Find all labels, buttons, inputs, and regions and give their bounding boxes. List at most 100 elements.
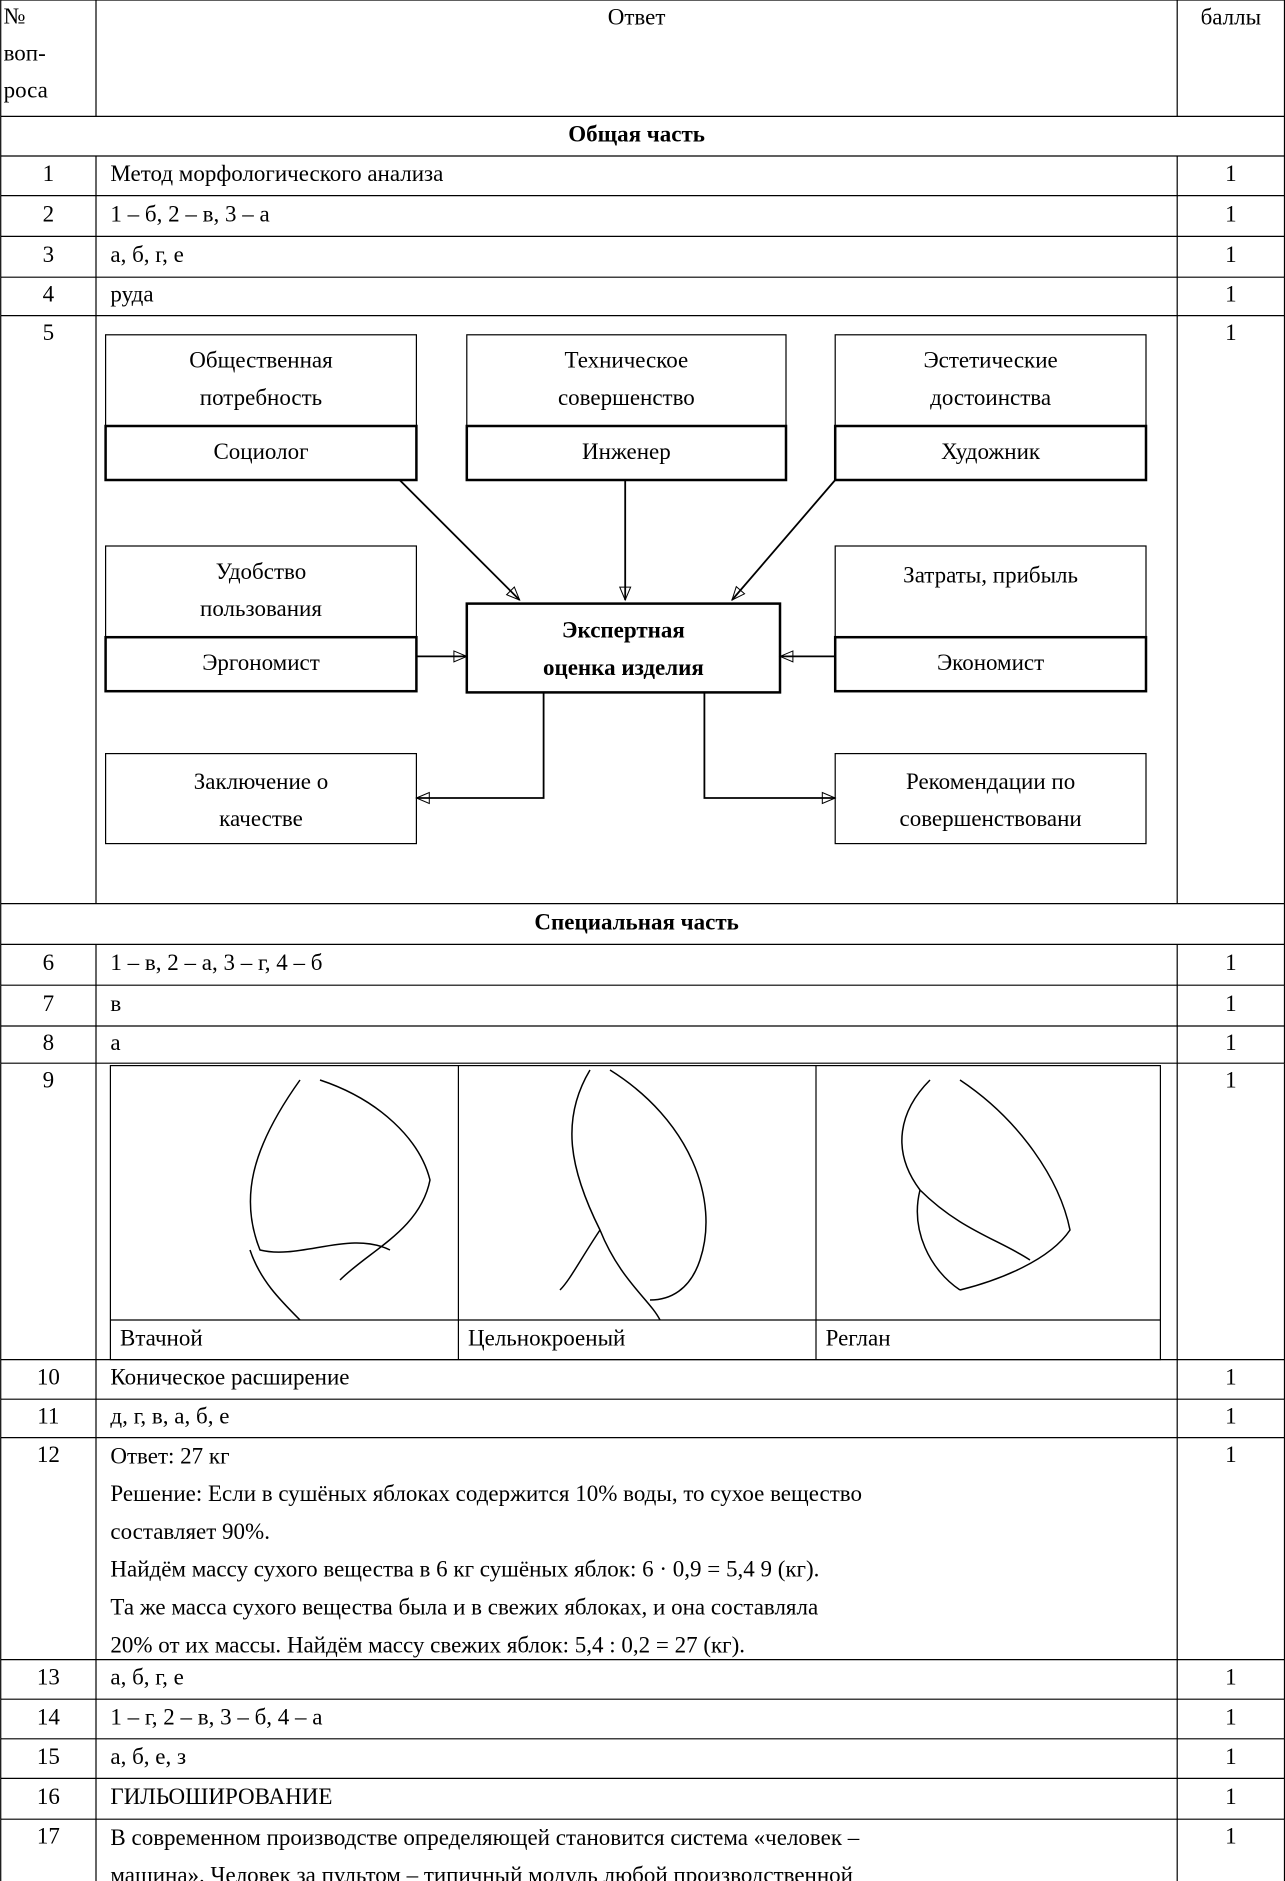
text: пользования (200, 596, 322, 621)
role-box (833, 635, 1148, 693)
sleeve-sketches (249, 1069, 1071, 1321)
text: Заключение о (194, 769, 329, 794)
text: 4 (43, 282, 55, 307)
text: 1 (1225, 950, 1237, 975)
role-box (104, 635, 418, 693)
text: 1 (1225, 1365, 1237, 1390)
text: 5 (43, 320, 55, 345)
text: Решение: Если в сушёных яблоках содержит… (110, 1481, 862, 1506)
text: роса (4, 78, 48, 103)
text: 10 (37, 1365, 60, 1390)
text: 6 (43, 950, 55, 975)
text: 1 (43, 161, 55, 186)
arrow (416, 692, 545, 799)
text: 2 (43, 201, 55, 226)
arrow (398, 479, 521, 601)
text: Метод морфологического анализа (110, 161, 443, 186)
text: Цельнокроеный (468, 1326, 625, 1351)
text: 1 (1225, 201, 1237, 226)
text: Затраты, прибыль (903, 562, 1078, 587)
text: качестве (219, 806, 303, 831)
text: оценка изделия (543, 655, 704, 680)
text: 1 (1225, 1744, 1237, 1769)
text: совершенство (558, 385, 695, 410)
text: 1 – б, 2 – в, 3 – а (110, 201, 269, 226)
arrow-head (618, 586, 632, 602)
text: 17 (37, 1824, 60, 1849)
text: 1 (1225, 1665, 1237, 1690)
text: 1 (1225, 1404, 1237, 1429)
text: 1 (1225, 161, 1237, 186)
arrow-head (821, 791, 837, 805)
text: баллы (1201, 4, 1262, 29)
text: а, б, е, з (110, 1744, 186, 1769)
arrow-head (453, 650, 469, 663)
text: Техническое (565, 348, 689, 373)
text: Ответ: 27 кг (110, 1443, 229, 1468)
role-box (104, 424, 418, 482)
text: 14 (37, 1704, 61, 1729)
text: руда (110, 282, 153, 307)
arrow (731, 479, 836, 601)
text: 1 (1225, 991, 1237, 1016)
text: Инженер (582, 439, 671, 464)
sleeve-sketch (559, 1069, 707, 1321)
text: Специальная часть (534, 909, 738, 934)
center-box (465, 602, 782, 694)
text: 1 (1225, 1442, 1237, 1467)
text: 1 (1225, 1704, 1237, 1729)
text: 1 (1225, 320, 1237, 345)
text: 7 (43, 991, 55, 1016)
text: 1 (1225, 1030, 1237, 1055)
text: д, г, в, а, б, е (110, 1404, 229, 1429)
text: Эргономист (202, 650, 320, 675)
text: Удобство (216, 559, 306, 584)
text: а, б, г, е (110, 1665, 183, 1690)
criterion-box (834, 545, 1147, 638)
sleeve-table (109, 1064, 1162, 1361)
text: 11 (37, 1404, 59, 1429)
text: № (4, 3, 26, 28)
text: совершенствовани (899, 806, 1081, 831)
role-box (465, 424, 788, 482)
text: машина». Человек за пультом – типичный м… (110, 1863, 853, 1881)
role-box (833, 424, 1148, 482)
text: 1 (1225, 242, 1237, 267)
arrow-head (778, 650, 794, 663)
text: 13 (37, 1665, 60, 1690)
text: составляет 90%. (110, 1519, 270, 1544)
text: 15 (37, 1744, 60, 1769)
text: Рекомендации по (906, 769, 1075, 794)
text: Найдём массу сухого вещества в 6 кг сушё… (110, 1557, 819, 1582)
text: Та же масса сухого вещества была и в све… (110, 1594, 818, 1619)
sleeve-sketch (901, 1079, 1071, 1291)
text: Экономист (937, 650, 1044, 675)
arrow (703, 692, 836, 799)
text: В современном производстве определяющей … (110, 1825, 859, 1850)
text: Коническое расширение (110, 1365, 349, 1390)
text: 8 (43, 1030, 55, 1055)
text: ГИЛЬОШИРОВАНИЕ (110, 1784, 332, 1809)
text: Эстетические (923, 348, 1057, 373)
text: 3 (43, 242, 55, 267)
text: в (110, 991, 121, 1016)
text: а, б, г, е (110, 242, 183, 267)
text: 1 (1225, 1068, 1237, 1093)
text: Художник (941, 439, 1041, 464)
text: 1 (1225, 1784, 1237, 1809)
sleeve-sketch (249, 1079, 431, 1321)
text: 9 (43, 1068, 55, 1093)
arrow-head (505, 586, 521, 601)
text: Экспертная (562, 618, 685, 643)
text: потребность (200, 385, 322, 410)
arrow-head (415, 791, 430, 805)
text: Ответ (608, 4, 666, 29)
text: 1 (1225, 282, 1237, 307)
arrow-head (731, 585, 746, 601)
text: 16 (37, 1784, 60, 1809)
text: 1 – г, 2 – в, 3 – б, 4 – а (110, 1704, 322, 1729)
text: а (110, 1030, 120, 1055)
text: Общественная (189, 348, 333, 373)
